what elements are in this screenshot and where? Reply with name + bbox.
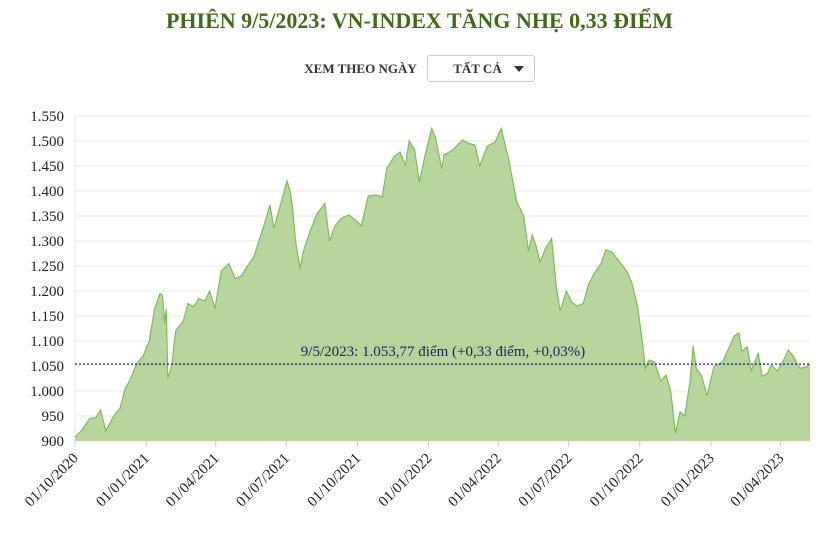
x-tick-label: 01/04/2022 bbox=[445, 451, 505, 511]
x-tick-label: 01/04/2021 bbox=[163, 451, 223, 511]
y-tick-label: 950 bbox=[42, 409, 65, 425]
filter-label: XEM THEO NGÀY bbox=[304, 60, 417, 76]
reference-label: 9/5/2023: 1.053,77 điểm (+0,33 điểm, +0,… bbox=[301, 344, 585, 360]
x-tick-label: 01/04/2023 bbox=[728, 451, 788, 511]
x-tick-label: 01/01/2021 bbox=[93, 451, 153, 511]
chart-title: PHIÊN 9/5/2023: VN-INDEX TĂNG NHẸ 0,33 Đ… bbox=[165, 8, 674, 33]
caret-down-icon bbox=[513, 65, 524, 72]
y-tick-label: 1.250 bbox=[30, 259, 64, 275]
period-select-value: TẤT CẢ bbox=[453, 60, 502, 76]
y-tick-label: 1.350 bbox=[30, 209, 64, 225]
y-tick-label: 1.050 bbox=[30, 359, 64, 375]
x-tick-label: 01/07/2021 bbox=[233, 451, 293, 511]
y-tick-label: 1.300 bbox=[30, 234, 64, 250]
y-tick-label: 1.450 bbox=[30, 159, 64, 175]
x-tick-label: 01/10/2021 bbox=[305, 451, 365, 511]
y-tick-label: 1.500 bbox=[30, 134, 64, 150]
y-tick-label: 1.000 bbox=[30, 384, 64, 400]
index-line bbox=[74, 126, 811, 438]
y-tick-label: 1.200 bbox=[30, 284, 64, 300]
y-tick-label: 1.400 bbox=[30, 184, 64, 200]
y-tick-label: 900 bbox=[42, 434, 65, 450]
area-fill bbox=[75, 128, 810, 441]
x-tick-label: 01/01/2023 bbox=[658, 451, 718, 511]
y-tick-label: 1.550 bbox=[30, 109, 64, 125]
x-tick-label: 01/10/2022 bbox=[587, 451, 647, 511]
y-tick-label: 1.150 bbox=[30, 309, 64, 325]
x-tick-label: 01/01/2022 bbox=[376, 451, 436, 511]
date-filter: XEM THEO NGÀY TẤT CẢ bbox=[0, 55, 839, 82]
x-tick-label: 01/07/2022 bbox=[516, 451, 576, 511]
period-select[interactable]: TẤT CẢ bbox=[426, 55, 535, 82]
y-tick-label: 1.100 bbox=[30, 334, 64, 350]
x-tick-label: 01/10/2020 bbox=[22, 451, 82, 511]
